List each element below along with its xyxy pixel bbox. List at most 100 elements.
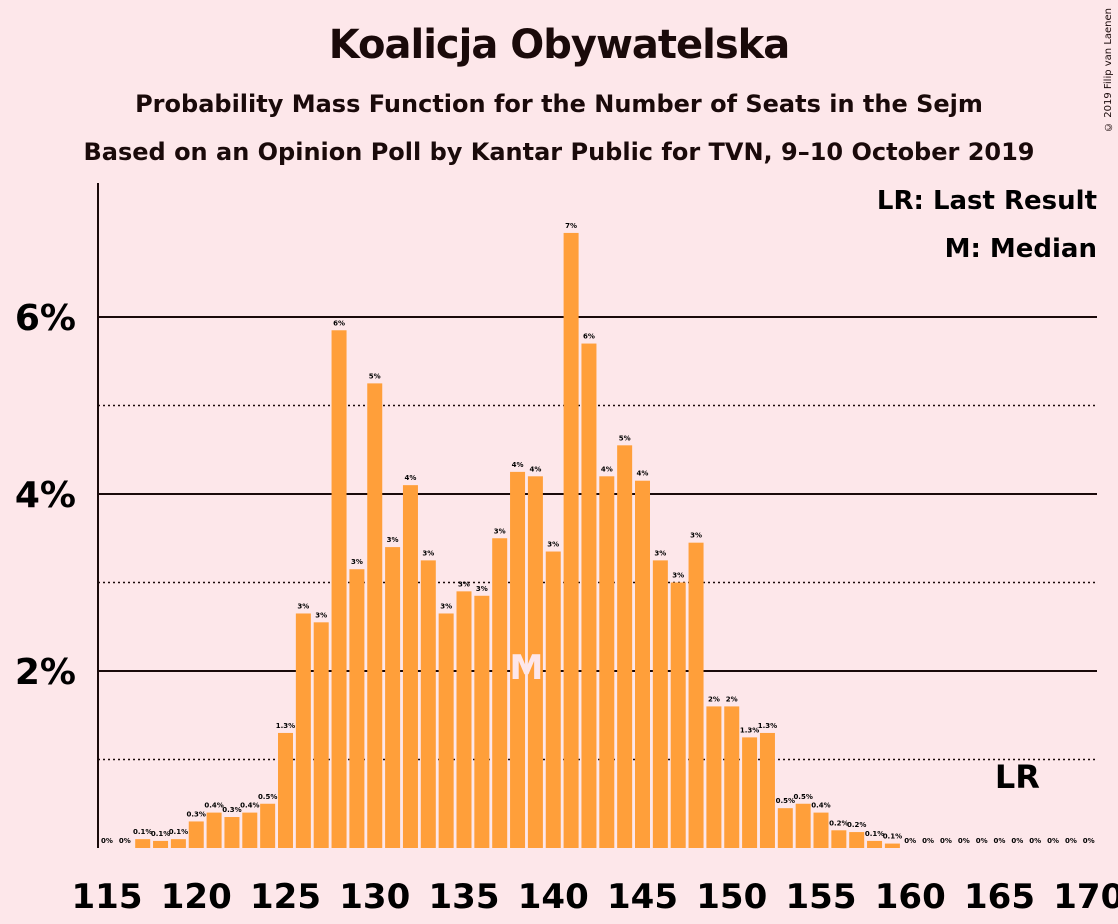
bar-seat-156 bbox=[831, 830, 847, 848]
bar-seat-140 bbox=[545, 551, 561, 848]
bar-seat-125 bbox=[278, 732, 293, 848]
data-label: 0% bbox=[904, 837, 916, 845]
bar-seat-134 bbox=[438, 613, 454, 848]
bar-seat-122 bbox=[224, 817, 240, 848]
bar-seat-142 bbox=[581, 343, 597, 848]
bar-seat-123 bbox=[242, 812, 258, 848]
bar-seat-141 bbox=[563, 232, 579, 849]
bar-seat-117 bbox=[135, 839, 151, 848]
data-label: 5% bbox=[369, 372, 381, 380]
bar-seat-146 bbox=[652, 560, 668, 848]
bar-seat-157 bbox=[849, 832, 865, 848]
bar-seat-149 bbox=[706, 706, 722, 848]
x-tick-label: 115 bbox=[72, 877, 143, 917]
data-label: 4% bbox=[512, 461, 524, 469]
y-tick-label: 2% bbox=[15, 652, 76, 693]
grid-lines bbox=[98, 316, 1097, 761]
data-label: 3% bbox=[422, 549, 434, 557]
data-label: 0.2% bbox=[829, 819, 848, 827]
data-label: 3% bbox=[387, 536, 399, 544]
data-label: 0% bbox=[119, 837, 131, 845]
data-label: 2% bbox=[708, 695, 720, 703]
data-label: 7% bbox=[565, 222, 577, 230]
data-label: 3% bbox=[297, 602, 309, 610]
data-label: 4% bbox=[601, 465, 613, 473]
bar-seat-128 bbox=[331, 330, 347, 848]
data-label: 0% bbox=[1065, 837, 1077, 845]
data-label: 0.1% bbox=[151, 830, 170, 838]
median-marker: M bbox=[510, 648, 544, 688]
data-label: 0.2% bbox=[847, 821, 866, 829]
data-label: 3% bbox=[351, 558, 363, 566]
bar-seat-119 bbox=[170, 839, 186, 848]
data-label: 0% bbox=[976, 837, 988, 845]
data-label: 0.1% bbox=[883, 833, 902, 841]
data-label: 4% bbox=[405, 474, 417, 482]
x-tick-label: 120 bbox=[161, 877, 232, 917]
bar-seat-150 bbox=[724, 706, 740, 848]
x-tick-label: 130 bbox=[339, 877, 410, 917]
bars: 0% 0%0.1%0.1%0.1%0.3%0.4%0.3%0.4%0.5%1.3%… bbox=[101, 222, 1095, 849]
data-label: 0% bbox=[1083, 837, 1095, 845]
x-tick-label: 135 bbox=[429, 877, 500, 917]
legend-last-result: LR: Last Result bbox=[877, 186, 1097, 216]
y-tick-label: 4% bbox=[15, 475, 76, 516]
data-label: 0% bbox=[101, 837, 113, 845]
bar-seat-158 bbox=[867, 840, 883, 848]
data-label: 3% bbox=[654, 549, 666, 557]
legend-median: M: Median bbox=[945, 234, 1097, 264]
bar-seat-124 bbox=[260, 803, 276, 848]
bar-seat-135 bbox=[456, 591, 472, 848]
bar-seat-120 bbox=[188, 821, 204, 848]
data-label: 3% bbox=[494, 527, 506, 535]
y-tick-label: 6% bbox=[15, 298, 76, 339]
data-label: 0.1% bbox=[865, 830, 884, 838]
data-label: 0.4% bbox=[204, 802, 223, 810]
data-label: 6% bbox=[583, 333, 595, 341]
data-label: 0% bbox=[1011, 837, 1023, 845]
bar-seat-144 bbox=[617, 445, 633, 848]
data-label: 0% bbox=[1047, 837, 1059, 845]
x-tick-label: 155 bbox=[786, 877, 857, 917]
bar-seat-143 bbox=[599, 476, 615, 848]
data-label: 0.5% bbox=[776, 797, 795, 805]
data-label: 0.1% bbox=[133, 828, 152, 836]
bar-seat-121 bbox=[206, 812, 222, 848]
bar-seat-159 bbox=[884, 843, 900, 848]
x-tick-label: 150 bbox=[696, 877, 767, 917]
data-label: 0.4% bbox=[240, 802, 259, 810]
data-label: 0% bbox=[922, 837, 934, 845]
chart-subtitle-2: Based on an Opinion Poll by Kantar Publi… bbox=[83, 138, 1035, 166]
data-label: 0.3% bbox=[187, 810, 206, 818]
bar-seat-130 bbox=[367, 383, 383, 848]
axes: 2% 4% 6% 115 120 125 130 135 140 145 150 155 160 165 1… bbox=[15, 183, 1118, 917]
bar-seat-126 bbox=[295, 613, 311, 848]
x-tick-label: 165 bbox=[964, 877, 1035, 917]
data-label: 0% bbox=[958, 837, 970, 845]
x-tick-label: 125 bbox=[250, 877, 321, 917]
chart-subtitle: Probability Mass Function for the Number… bbox=[135, 90, 983, 118]
last-result-marker: LR bbox=[995, 758, 1040, 796]
data-label: 1.3% bbox=[758, 722, 777, 730]
x-tick-label: 170 bbox=[1053, 877, 1118, 917]
data-label: 0.3% bbox=[222, 806, 241, 814]
data-label: 4% bbox=[529, 465, 541, 473]
bar-seat-147 bbox=[670, 582, 686, 848]
data-label: 3% bbox=[476, 585, 488, 593]
bar-seat-131 bbox=[385, 547, 401, 848]
chart-title: Koalicja Obywatelska bbox=[328, 22, 791, 68]
data-label: 6% bbox=[333, 319, 345, 327]
data-label: 3% bbox=[315, 611, 327, 619]
data-label: 4% bbox=[637, 470, 649, 478]
data-label: 3% bbox=[690, 532, 702, 540]
data-label: 0.5% bbox=[793, 793, 812, 801]
bar-seat-136 bbox=[474, 595, 490, 848]
bar-seat-151 bbox=[742, 737, 758, 848]
bar-seat-145 bbox=[635, 480, 650, 848]
data-label: 0% bbox=[940, 837, 952, 845]
data-label: 5% bbox=[619, 434, 631, 442]
bar-seat-155 bbox=[813, 812, 829, 848]
data-label: 3% bbox=[547, 541, 559, 549]
x-tick-label: 140 bbox=[518, 877, 589, 917]
